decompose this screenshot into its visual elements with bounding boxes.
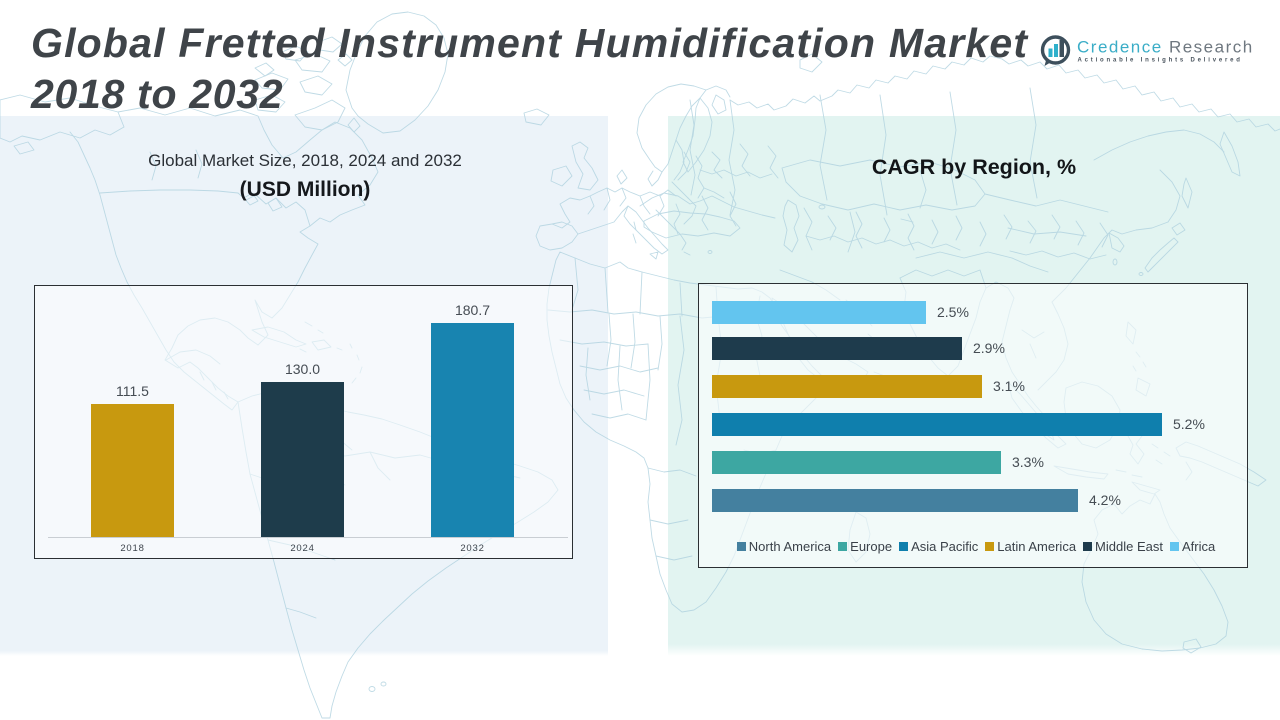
svg-text:Actionable Insights Delivered: Actionable Insights Delivered	[1078, 58, 1243, 64]
svg-text:Credence Research: Credence Research	[1077, 38, 1254, 57]
